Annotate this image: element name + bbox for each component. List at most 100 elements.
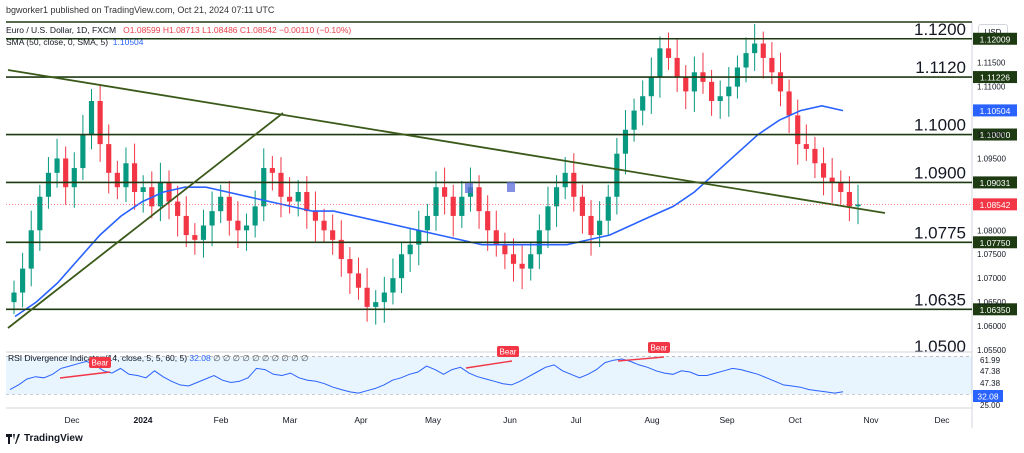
level-axis-tag: 1.10000 xyxy=(980,130,1011,140)
rsi-tick-label: 61.99 xyxy=(980,356,1001,365)
level-axis-tag-bg xyxy=(973,128,1017,141)
candle-body xyxy=(28,230,34,269)
x-axis-label: Mar xyxy=(283,415,298,425)
candle-body xyxy=(218,196,224,212)
level-big-label: 1.0635 xyxy=(914,290,966,309)
y-tick-label: 1.11500 xyxy=(977,59,1006,68)
candle-body xyxy=(709,81,715,102)
bear-marker-bg xyxy=(497,346,519,357)
y-tick-label: 1.08000 xyxy=(977,226,1006,235)
candle-body xyxy=(459,196,465,216)
level-axis-tag: 1.06350 xyxy=(980,305,1011,315)
candle-body xyxy=(442,187,448,197)
candle-body xyxy=(846,191,852,207)
rsi-tick-label: 25.00 xyxy=(980,401,1001,410)
y-tick-label: 1.07000 xyxy=(977,274,1006,283)
candle-body xyxy=(226,196,232,221)
sma-label: SMA (50, close, 0, SMA, 5) xyxy=(6,37,109,47)
x-axis-label: Jul xyxy=(571,415,582,425)
rsi-tick-label: 47.38 xyxy=(980,379,1001,388)
candle-body xyxy=(192,235,198,240)
symbol-line: Euro / U.S. Dollar, 1D, FXCM O1.08599 H1… xyxy=(6,25,351,35)
level-big-label: 1.1200 xyxy=(914,20,966,39)
candle-body xyxy=(312,211,319,221)
candle-body xyxy=(855,204,861,207)
candle-body xyxy=(364,287,370,307)
rsi-zero-markers: ∅ ∅ ∅ ∅ ∅ ∅ ∅ ∅ ∅ ∅ xyxy=(213,353,309,363)
y-tick-label: 1.06500 xyxy=(977,298,1006,307)
y-tick-label: 1.11000 xyxy=(977,83,1006,92)
x-axis-label: Oct xyxy=(788,415,802,425)
level-axis-tag-bg xyxy=(973,32,1017,45)
level-axis-tag-bg xyxy=(973,236,1017,249)
candle-body xyxy=(45,172,52,197)
candle-body xyxy=(545,206,551,231)
level-big-label: 1.1000 xyxy=(914,116,966,135)
x-axis-label: Feb xyxy=(214,415,229,425)
candle-body xyxy=(476,187,482,212)
candle-body xyxy=(648,77,654,97)
candle-body xyxy=(321,220,327,231)
level-big-label: 1.0500 xyxy=(914,337,966,356)
candle-body xyxy=(261,168,267,207)
candle-body xyxy=(717,96,723,102)
candle-body xyxy=(381,292,387,303)
candle-body xyxy=(803,144,809,149)
level-axis-tag-bg xyxy=(973,71,1017,84)
level-axis-tag: 1.09031 xyxy=(980,178,1011,188)
candle-body xyxy=(20,268,26,293)
rsi-value-tag: 32.08 xyxy=(977,392,999,402)
x-axis-label: Apr xyxy=(354,415,367,425)
sma-value: 1.10504 xyxy=(112,37,144,47)
candle-body xyxy=(812,148,818,164)
candle-body xyxy=(88,101,95,135)
candle-body xyxy=(106,144,112,173)
x-axis-label: Nov xyxy=(863,415,879,425)
candle-body xyxy=(571,172,577,197)
level-axis-tag-bg xyxy=(973,176,1017,189)
candle-body xyxy=(209,211,215,226)
candle-body xyxy=(760,43,766,58)
falling-trendline xyxy=(7,69,886,214)
level-big-label: 1.0775 xyxy=(914,223,966,242)
sma-line: SMA (50, close, 0, SMA, 5) 1.10504 xyxy=(6,37,144,47)
tradingview-brand: TradingView xyxy=(6,433,83,444)
y-tick-label: 1.10000 xyxy=(977,131,1006,140)
candle-body xyxy=(795,115,801,145)
level-big-label: 1.1120 xyxy=(915,58,966,77)
y-tick-label: 1.09500 xyxy=(977,154,1006,163)
candle-body xyxy=(519,263,525,269)
candle-body xyxy=(140,187,146,192)
bear-divergence-line xyxy=(59,371,111,379)
sma-axis-tag: 1.10504 xyxy=(980,106,1011,116)
level-axis-tag-bg xyxy=(973,303,1017,316)
candle-body xyxy=(614,153,620,197)
candle-body xyxy=(657,48,663,78)
candle-body xyxy=(605,196,611,221)
candle-body xyxy=(485,211,491,231)
candle-body xyxy=(287,196,293,202)
bear-marker-bg xyxy=(648,342,670,353)
rsi-label: RSI Divergence Indicator (14, close, 5, … xyxy=(8,353,309,363)
candle-body xyxy=(769,57,775,73)
candle-body xyxy=(37,196,43,231)
x-axis-label: May xyxy=(425,415,442,425)
publisher-line: bgworker1 published on TradingView.com, … xyxy=(6,5,275,15)
bear-marker-label: Bear xyxy=(500,348,517,357)
candle-body xyxy=(373,302,379,307)
candle-body xyxy=(183,215,189,236)
candle-body xyxy=(622,129,629,154)
symbol-title: Euro / U.S. Dollar, 1D, FXCM xyxy=(6,25,117,35)
rsi-line xyxy=(9,358,844,394)
candle-body xyxy=(450,196,456,216)
pattern-marker xyxy=(465,183,473,193)
candle-body xyxy=(510,254,517,264)
brand-text: TradingView xyxy=(24,433,83,444)
x-axis-label: 2024 xyxy=(134,415,153,425)
candle-body xyxy=(777,72,784,92)
rising-trendline xyxy=(7,112,284,329)
x-axis-label: Dec xyxy=(64,415,80,425)
bear-divergence-line xyxy=(617,356,665,362)
x-axis-label: Aug xyxy=(644,415,659,425)
